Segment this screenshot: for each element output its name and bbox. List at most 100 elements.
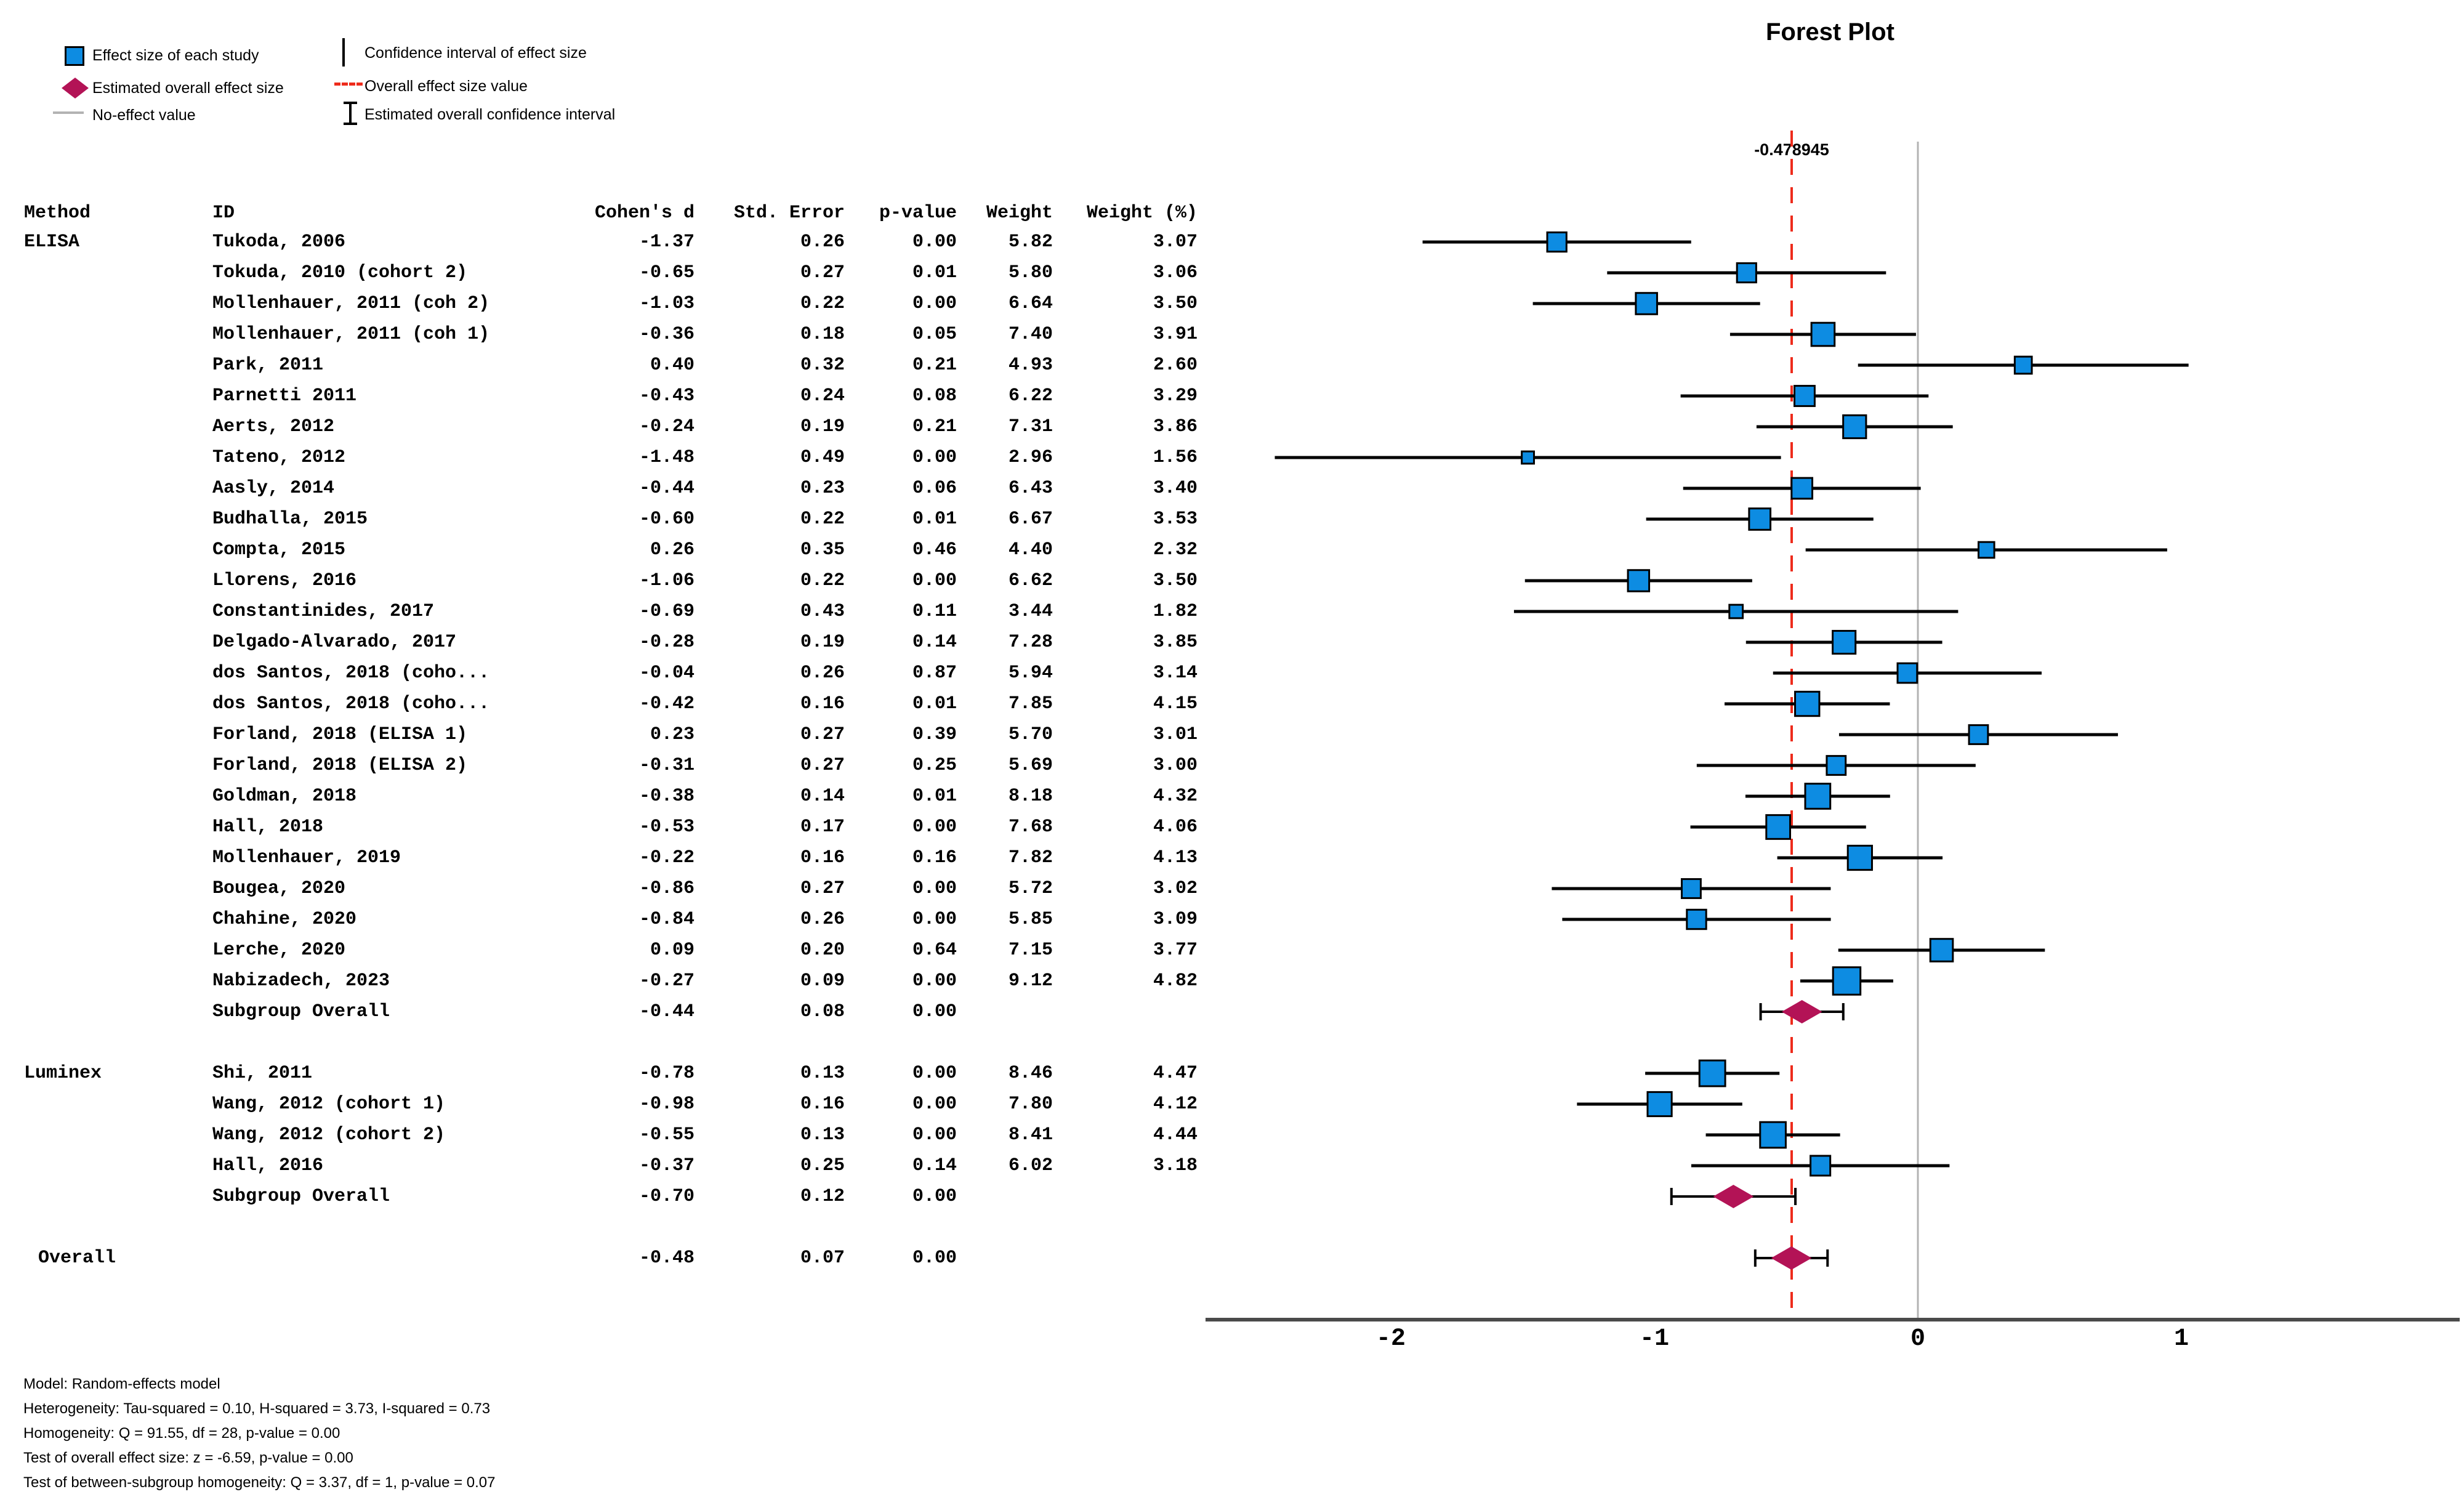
weight-value: 5.69 (1008, 755, 1053, 776)
weight-value: 5.72 (1008, 878, 1053, 899)
weight-pct-value: 1.56 (1153, 447, 1198, 468)
std-error-value: 0.24 (800, 385, 845, 406)
study-id: Compta, 2015 (212, 539, 346, 560)
cohens-d-value: -0.38 (638, 786, 695, 807)
std-error-value: 0.26 (800, 909, 845, 930)
std-error-value: 0.18 (800, 324, 845, 345)
weight-value: 3.44 (1008, 601, 1053, 622)
cohens-d-value: -0.78 (638, 1063, 695, 1084)
effect-size-square-icon (65, 46, 84, 66)
effect-size-square (1521, 450, 1535, 465)
cohens-d-value: -0.31 (638, 755, 695, 776)
effect-size-square (1680, 878, 1702, 899)
weight-pct-value: 4.32 (1153, 786, 1198, 807)
p-value: 0.11 (912, 601, 957, 622)
std-error-value: 0.14 (800, 786, 845, 807)
weight-pct-value: 3.18 (1153, 1155, 1198, 1176)
weight-value: 7.28 (1008, 632, 1053, 653)
study-id: Park, 2011 (212, 355, 324, 376)
cohens-d-value: -0.28 (638, 632, 695, 653)
weight-value: 9.12 (1008, 970, 1053, 991)
effect-size-square (1846, 844, 1873, 871)
legend-item-label: Estimated overall confidence interval (364, 106, 616, 123)
study-id: Budhalla, 2015 (212, 509, 368, 530)
effect-size-square (1794, 690, 1821, 717)
legend-item-label: Overall effect size value (364, 78, 528, 95)
weight-value: 7.82 (1008, 847, 1053, 868)
cohens-d-value: -0.60 (638, 509, 695, 530)
model-stats-line: Model: Random-effects model (23, 1376, 220, 1392)
std-error-value: 0.43 (800, 601, 845, 622)
cohens-d-value: -0.22 (638, 847, 695, 868)
std-error-value: 0.26 (800, 232, 845, 252)
std-error-value: 0.27 (800, 878, 845, 899)
study-id: Aasly, 2014 (212, 478, 335, 499)
cohens-d-value: -0.42 (638, 693, 695, 714)
std-error-value: 0.22 (800, 293, 845, 314)
std-error-value: 0.12 (800, 1186, 845, 1207)
weight-value: 7.40 (1008, 324, 1053, 345)
weight-value: 6.02 (1008, 1155, 1053, 1176)
effect-size-square (1698, 1059, 1726, 1087)
effect-size-square (1929, 938, 1954, 962)
study-id: Bougea, 2020 (212, 878, 346, 899)
study-id: Tukoda, 2006 (212, 232, 346, 252)
std-error-value: 0.35 (800, 539, 845, 560)
x-axis-tick-label: -1 (1639, 1325, 1669, 1353)
std-error-value: 0.16 (800, 847, 845, 868)
weight-pct-value: 3.50 (1153, 570, 1198, 591)
std-error-value: 0.27 (800, 262, 845, 283)
effect-size-square (1646, 1091, 1673, 1118)
weight-value: 6.67 (1008, 509, 1053, 530)
overall-effect-diamond (1781, 1000, 1822, 1023)
effect-size-square (1748, 507, 1772, 531)
cohens-d-value: 0.23 (650, 724, 695, 745)
p-value: 0.46 (912, 539, 957, 560)
p-value: 0.39 (912, 724, 957, 745)
weight-pct-value: 4.15 (1153, 693, 1198, 714)
cohens-d-value: -0.53 (638, 817, 695, 837)
cohens-d-value: 0.09 (650, 940, 695, 961)
p-value: 0.06 (912, 478, 957, 499)
p-value: 0.00 (912, 232, 957, 252)
p-value: 0.00 (912, 570, 957, 591)
weight-value: 8.46 (1008, 1063, 1053, 1084)
model-stats-line: Test of overall effect size: z = -6.59, … (23, 1450, 353, 1466)
effect-size-square (1759, 1121, 1787, 1149)
std-error-value: 0.13 (800, 1124, 845, 1145)
legend-item-label: Estimated overall effect size (92, 79, 284, 97)
std-error-value: 0.23 (800, 478, 845, 499)
weight-value: 5.94 (1008, 663, 1053, 684)
weight-value: 8.41 (1008, 1124, 1053, 1145)
weight-pct-value: 4.13 (1153, 847, 1198, 868)
weight-value: 7.85 (1008, 693, 1053, 714)
method-label: Luminex (24, 1063, 102, 1084)
cohens-d-value: -0.27 (638, 970, 695, 991)
effect-size-square (1790, 477, 1814, 500)
weight-pct-value: 4.44 (1153, 1124, 1198, 1145)
weight-value: 5.85 (1008, 909, 1053, 930)
weight-value: 6.43 (1008, 478, 1053, 499)
effect-size-square (1765, 814, 1792, 840)
std-error-value: 0.17 (800, 817, 845, 837)
model-stats-line: Homogeneity: Q = 91.55, df = 28, p-value… (23, 1425, 340, 1442)
legend-item-label: Confidence interval of effect size (364, 44, 587, 62)
cohens-d-value: -0.48 (638, 1248, 695, 1269)
cohens-d-value: -1.03 (638, 293, 695, 314)
weight-value: 7.68 (1008, 817, 1053, 837)
weight-pct-value: 3.50 (1153, 293, 1198, 314)
effect-size-square (1968, 724, 1989, 745)
std-error-value: 0.20 (800, 940, 845, 961)
weight-pct-value: 1.82 (1153, 601, 1198, 622)
study-id: Delgado-Alvarado, 2017 (212, 632, 457, 653)
p-value: 0.01 (912, 786, 957, 807)
weight-value: 5.82 (1008, 232, 1053, 252)
study-id: Nabizadech, 2023 (212, 970, 390, 991)
cohens-d-value: -0.04 (638, 663, 695, 684)
column-header-method: Method (24, 203, 91, 224)
ci-line-icon (342, 38, 345, 67)
effect-size-square (1977, 541, 1995, 559)
column-header-weight: Weight (986, 203, 1053, 224)
p-value: 0.25 (912, 755, 957, 776)
